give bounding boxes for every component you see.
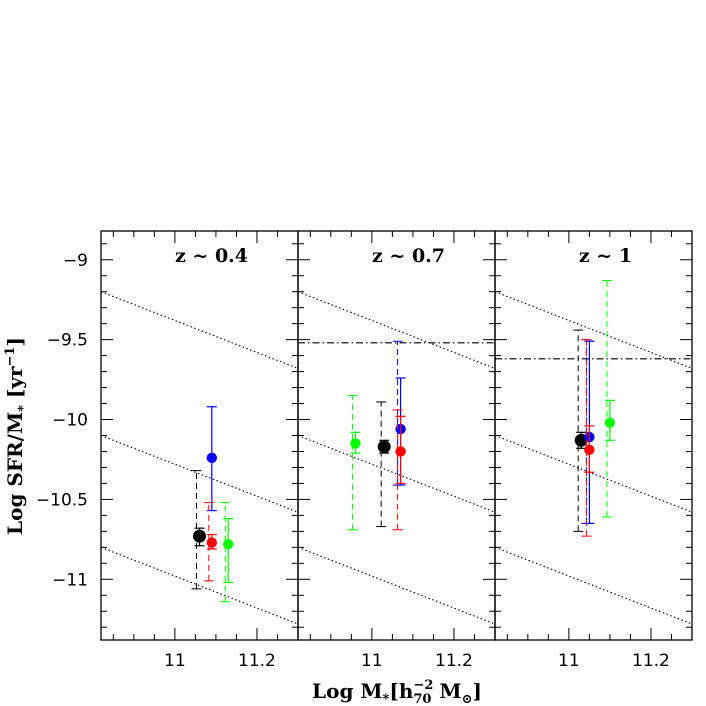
dotted-reference-line: [297, 291, 496, 369]
data-point: [220, 502, 234, 603]
x-tick-label: 11.2: [238, 651, 276, 671]
marker-circle: [206, 452, 218, 464]
data-point: [601, 280, 616, 518]
marker-circle: [604, 417, 616, 428]
panel-3: 11 11.2 z ~ 1: [494, 230, 693, 671]
data-point: [581, 339, 595, 537]
y-tick-label: −10.5: [36, 490, 88, 510]
marker-circle: [223, 538, 234, 550]
panels-group: 11 11.2 z ~ 0.4 11 11.2 z ~ 0.7 11 11.2 z ~ 1 −9 −…: [36, 230, 693, 671]
dotted-reference-line: [297, 546, 496, 625]
dotted-reference-line: [100, 434, 299, 513]
x-axis-label: Log M*[h70−2 M⊙]: [312, 678, 482, 706]
marker-circle: [206, 537, 218, 548]
panel-title: z ~ 1: [579, 245, 632, 267]
y-tick-label: −11: [52, 570, 88, 590]
data-point: [573, 329, 588, 532]
panel-title: z ~ 0.7: [372, 245, 445, 267]
dotted-reference-line: [100, 546, 299, 625]
panel-1: 11 11.2 z ~ 0.4: [100, 230, 299, 671]
data-point: [581, 339, 595, 524]
marker-circle: [193, 529, 206, 543]
y-axis-label: Log SFR/M* [yr−1]: [3, 337, 31, 535]
y-tick-label: −10: [52, 411, 88, 431]
data-point: [203, 502, 218, 582]
x-tick-label: 11: [361, 651, 383, 671]
marker-circle: [377, 440, 391, 454]
marker-circle: [584, 444, 595, 456]
x-tick-label: 11.2: [632, 651, 670, 671]
dotted-reference-line: [100, 291, 299, 369]
x-tick-label: 11: [164, 651, 186, 671]
data-point: [206, 406, 218, 512]
panel-frame: [297, 230, 496, 641]
dotted-reference-line: [494, 434, 693, 513]
dotted-reference-line: [297, 434, 496, 513]
marker-circle: [395, 446, 406, 457]
dotted-reference-line: [494, 546, 693, 625]
data-point: [376, 401, 391, 528]
panel-2: 11 11.2 z ~ 0.7: [297, 230, 496, 671]
panel-title: z ~ 0.4: [175, 245, 248, 267]
data-point: [347, 395, 361, 531]
x-tick-label: 11.2: [435, 651, 473, 671]
x-tick-label: 11: [558, 651, 580, 671]
panel-frame: [100, 230, 299, 641]
y-tick-label: −9: [63, 251, 88, 271]
marker-circle: [350, 438, 361, 449]
data-point: [392, 340, 406, 486]
data-point: [191, 470, 206, 590]
y-tick-label: −9.5: [47, 331, 88, 351]
data-point: [392, 409, 406, 531]
dotted-reference-line: [494, 291, 693, 369]
